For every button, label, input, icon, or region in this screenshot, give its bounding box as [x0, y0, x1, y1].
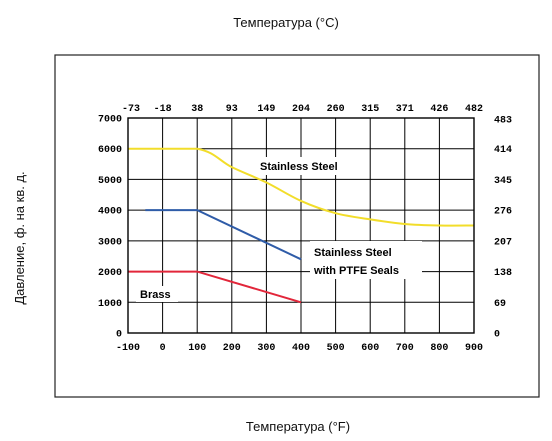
- x-tick-label: 700: [396, 343, 414, 354]
- annotation-bg-brass: [136, 286, 178, 302]
- x-top-tick-label: 204: [292, 104, 310, 115]
- series-line: [128, 270, 302, 304]
- x-top-tick-label: 260: [327, 104, 345, 115]
- x-tick-label: -100: [116, 343, 140, 354]
- y-right-tick-label: 483: [494, 116, 512, 127]
- y-tick-label: 4000: [98, 207, 122, 218]
- x-tick-label: 0: [160, 343, 166, 354]
- annotation-ptfe-line1: Stainless Steel: [314, 247, 392, 259]
- x-top-tick-label: 93: [226, 104, 238, 115]
- plot-area-border: [127, 117, 475, 334]
- chart-top-title: Температура (°C): [233, 15, 339, 30]
- y-right-tick-label: 207: [494, 237, 512, 248]
- y-right-tick-label: 414: [494, 145, 512, 156]
- x-top-tick-label: 426: [430, 104, 448, 115]
- annotation-brass: Brass: [140, 289, 171, 301]
- chart-frame: [54, 54, 540, 398]
- x-axis-label: Температура (°F): [246, 419, 350, 434]
- x-top-tick-label: 315: [361, 104, 379, 115]
- x-tick-label: 200: [223, 343, 241, 354]
- annotation-ptfe-line2: with PTFE Seals: [313, 265, 399, 277]
- x-tick-label: 100: [188, 343, 206, 354]
- annotation-stainless-steel: Stainless Steel: [260, 161, 338, 173]
- annotations: Stainless Steel Stainless Steel with PTF…: [136, 157, 422, 302]
- series-layer: [128, 147, 475, 304]
- y-tick-label: 2000: [98, 268, 122, 279]
- y-tick-label: 1000: [98, 299, 122, 310]
- x-tick-label: 900: [465, 343, 483, 354]
- annotation-bg-stainless-steel: [256, 157, 356, 175]
- y-tick-label: 6000: [98, 145, 122, 156]
- series-line: [145, 209, 302, 261]
- x-top-tick-label: -73: [122, 104, 140, 115]
- x-tick-label: 500: [327, 343, 345, 354]
- y-right-tick-label: 345: [494, 176, 512, 187]
- y-right-tick-label: 0: [494, 330, 500, 341]
- x-tick-label: 400: [292, 343, 310, 354]
- x-top-tick-label: 149: [257, 104, 275, 115]
- y-right-tick-label: 276: [494, 207, 512, 218]
- y-tick-label: 5000: [98, 176, 122, 187]
- x-tick-label: 800: [430, 343, 448, 354]
- annotation-bg-ptfe: [310, 241, 422, 279]
- y-tick-label: 0: [116, 330, 122, 341]
- y-right-tick-label: 69: [494, 299, 506, 310]
- x-top-tick-label: 38: [191, 104, 203, 115]
- series-line: [128, 147, 475, 227]
- y-axis-label: Давление, ф. на кв. д.: [12, 171, 27, 304]
- x-tick-label: 300: [257, 343, 275, 354]
- x-tick-label: 600: [361, 343, 379, 354]
- x-top-tick-label: -18: [154, 104, 172, 115]
- y-tick-label: 3000: [98, 237, 122, 248]
- x-top-tick-label: 482: [465, 104, 483, 115]
- tick-layer: -100 -73 0 -18 100 38 200 93 300 149 400 204 500 260 6…: [98, 104, 512, 354]
- y-tick-label: 7000: [98, 115, 122, 126]
- y-right-tick-label: 138: [494, 268, 512, 279]
- x-top-tick-label: 371: [396, 104, 414, 115]
